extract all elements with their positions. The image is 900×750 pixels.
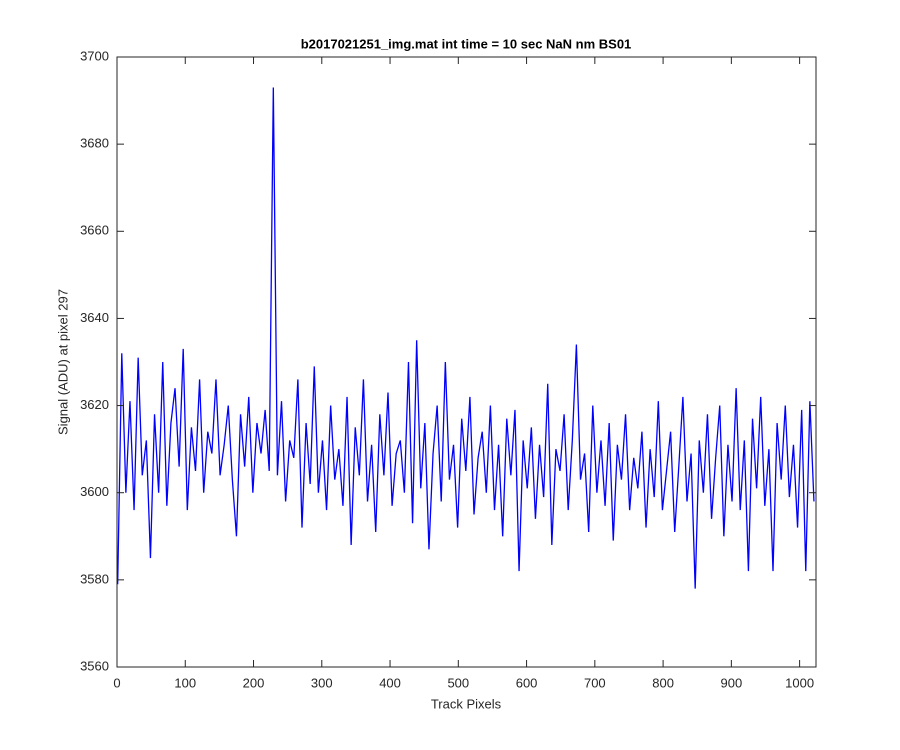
x-tick-label: 1000 [785,675,814,690]
x-tick-label: 400 [379,675,401,690]
y-tick-label: 3680 [80,136,109,151]
x-tick-label: 500 [447,675,469,690]
y-tick-label: 3700 [80,48,109,63]
x-tick-label: 0 [113,675,120,690]
y-tick-label: 3560 [80,658,109,673]
x-tick-label: 900 [721,675,743,690]
x-tick-label: 200 [243,675,265,690]
x-axis-label: Track Pixels [431,696,502,711]
chart-title: b2017021251_img.mat int time = 10 sec Na… [301,36,632,51]
y-tick-label: 3620 [80,397,109,412]
x-tick-label: 800 [652,675,674,690]
y-tick-label: 3600 [80,484,109,499]
y-tick-label: 3660 [80,223,109,238]
y-axis-label: Signal (ADU) at pixel 297 [55,289,70,435]
y-tick-label: 3580 [80,571,109,586]
x-tick-label: 100 [174,675,196,690]
y-tick-label: 3640 [80,310,109,325]
x-tick-label: 300 [311,675,333,690]
x-tick-label: 600 [516,675,538,690]
x-tick-label: 700 [584,675,606,690]
data-line [117,87,815,589]
axes-box [116,56,817,668]
